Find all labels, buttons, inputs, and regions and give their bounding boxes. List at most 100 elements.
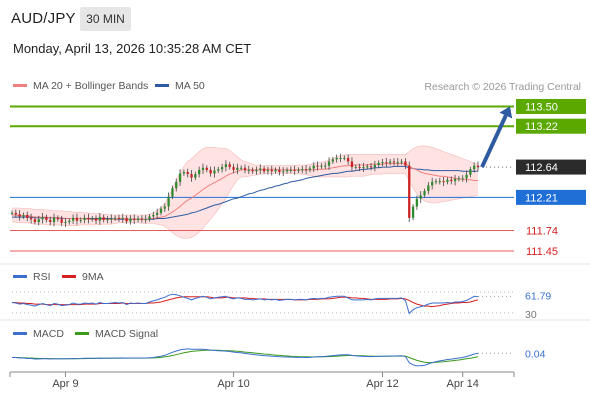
candle-body: [366, 166, 369, 168]
candle-body: [102, 217, 105, 220]
ma50-line: [12, 165, 478, 220]
ma20-legend-label: MA 20 + Bollinger Bands: [33, 80, 149, 92]
resistance-level-badge: [516, 118, 586, 134]
candle-body: [140, 218, 144, 220]
candle-body: [224, 164, 228, 168]
candle-body: [431, 181, 434, 186]
candle-body: [71, 217, 75, 221]
pivot-level-badge: [516, 189, 586, 205]
macd-legend-label: MACD: [33, 328, 64, 340]
candle-body: [415, 198, 419, 207]
ma50-legend-label: MA 50: [175, 80, 205, 92]
candle-body: [209, 169, 212, 174]
resistance-level-label: 113.22: [525, 121, 558, 133]
candle-body: [182, 172, 186, 174]
last-price-label: 112.64: [525, 162, 558, 174]
candle-body: [343, 157, 346, 159]
candle-body: [247, 169, 250, 171]
candle-body: [113, 217, 117, 219]
candle-body: [266, 169, 270, 172]
forecast-arrow-shaft: [480, 114, 508, 168]
candle-body: [285, 169, 289, 172]
candle-body: [346, 157, 350, 162]
ma20-legend-swatch: [13, 84, 27, 87]
candle-body: [473, 165, 476, 170]
candle-body: [293, 169, 296, 171]
candle-body: [56, 217, 59, 220]
x-axis-tick-label: Apr 14: [447, 378, 479, 390]
candle-body: [121, 217, 124, 219]
candle-body: [52, 217, 56, 223]
candle-body: [312, 165, 315, 169]
candle-body: [110, 218, 113, 220]
candle-body: [243, 167, 247, 170]
x-axis-tick-label: Apr 9: [52, 378, 78, 390]
candle-body: [251, 169, 254, 172]
candle-body: [106, 219, 109, 221]
candle-body: [278, 169, 281, 173]
candle-body: [64, 222, 67, 224]
candle-body: [408, 165, 411, 218]
candle-body: [232, 167, 235, 170]
candle-body: [194, 174, 197, 178]
candle-body: [316, 165, 319, 167]
candle-body: [469, 169, 472, 175]
candle-body: [33, 219, 37, 223]
candle-body: [400, 161, 403, 163]
bollinger-lower-line: [12, 173, 479, 239]
candle-body: [369, 166, 373, 168]
timeframe-button[interactable]: 30 MIN: [80, 7, 131, 31]
candle-body: [446, 179, 449, 182]
candle-body: [304, 169, 308, 171]
rsi-line: [11, 293, 479, 315]
candle-body: [117, 217, 121, 219]
candle-body: [205, 167, 208, 170]
candle-body: [385, 162, 388, 164]
candle-body: [354, 167, 357, 169]
candle-body: [255, 169, 258, 172]
macd-current-value: 0.04: [525, 348, 546, 360]
candle-body: [236, 167, 239, 170]
last-price-badge: [516, 159, 586, 175]
candle-body: [201, 167, 205, 170]
macd-signal-legend-label: MACD Signal: [95, 328, 159, 340]
candle-body: [152, 215, 155, 217]
candle-body: [94, 218, 98, 221]
candle-body: [465, 174, 468, 179]
candle-body: [171, 188, 174, 197]
rsi-current-bg: [519, 288, 559, 303]
rsi-9ma-line: [12, 296, 479, 308]
candle-body: [381, 162, 384, 164]
candle-body: [26, 215, 29, 218]
candle-body: [190, 174, 193, 178]
candle-body: [423, 191, 426, 196]
support-level-label: 111.74: [526, 226, 558, 238]
candle-body: [419, 195, 422, 199]
candle-body: [392, 161, 396, 163]
candle-body: [453, 179, 457, 182]
candle-body: [308, 168, 312, 170]
forecast-arrow-head: [499, 106, 513, 119]
candle-body: [282, 171, 285, 173]
candle-body: [335, 157, 338, 160]
candle-body: [362, 167, 365, 169]
candle-body: [129, 218, 132, 222]
candle-body: [75, 217, 79, 221]
candle-body: [450, 179, 453, 182]
candle-body: [301, 169, 304, 171]
candle-body: [14, 212, 17, 215]
rsi-legend-swatch: [13, 275, 27, 278]
candle-body: [434, 181, 438, 183]
candle-body: [156, 212, 159, 216]
candle-body: [98, 217, 101, 221]
candle-body: [175, 181, 178, 189]
candle-body: [228, 164, 231, 168]
candle-body: [37, 219, 40, 223]
macd-line: [12, 348, 479, 367]
candle-body: [178, 173, 182, 182]
candle-body: [461, 178, 464, 180]
rsi-legend-label: RSI: [33, 271, 51, 283]
candle-body: [327, 161, 331, 166]
candle-body: [457, 178, 461, 180]
